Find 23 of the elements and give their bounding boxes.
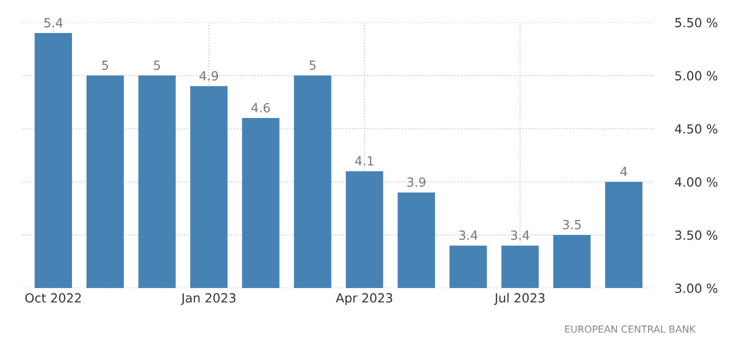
data-label: 4.1 <box>355 156 374 166</box>
text: EUROPEAN CENTRAL BANK <box>565 325 696 333</box>
x-tick-label: Oct 2022 <box>25 293 81 303</box>
data-label: 5 <box>102 60 108 70</box>
data-label: 3.4 <box>459 230 478 240</box>
y-tick-label: 4.50 % <box>674 124 718 134</box>
data-label: 5 <box>154 60 160 70</box>
data-label: 5.4 <box>44 18 63 28</box>
data-label: 4.6 <box>251 102 270 112</box>
y-tick-label: 3.50 % <box>675 230 718 240</box>
data-label: 3.4 <box>511 230 530 240</box>
y-tick-label: 5.50 % <box>675 18 718 28</box>
x-tick-label: Jan 2023 <box>180 293 236 305</box>
y-tick-label: 5.00 % <box>675 71 718 80</box>
data-label: 3.5 <box>562 220 581 230</box>
data-label: 5 <box>310 60 316 70</box>
data-label: 4 <box>620 166 628 176</box>
y-tick-label: 3.00 % <box>675 284 718 293</box>
data-label: 3.9 <box>407 177 426 187</box>
y-tick-label: 4.00 % <box>674 177 718 187</box>
x-tick-label: Jul 2023 <box>494 292 544 305</box>
x-tick-label: Apr 2023 <box>336 293 392 306</box>
data-label: 4.9 <box>200 71 218 81</box>
